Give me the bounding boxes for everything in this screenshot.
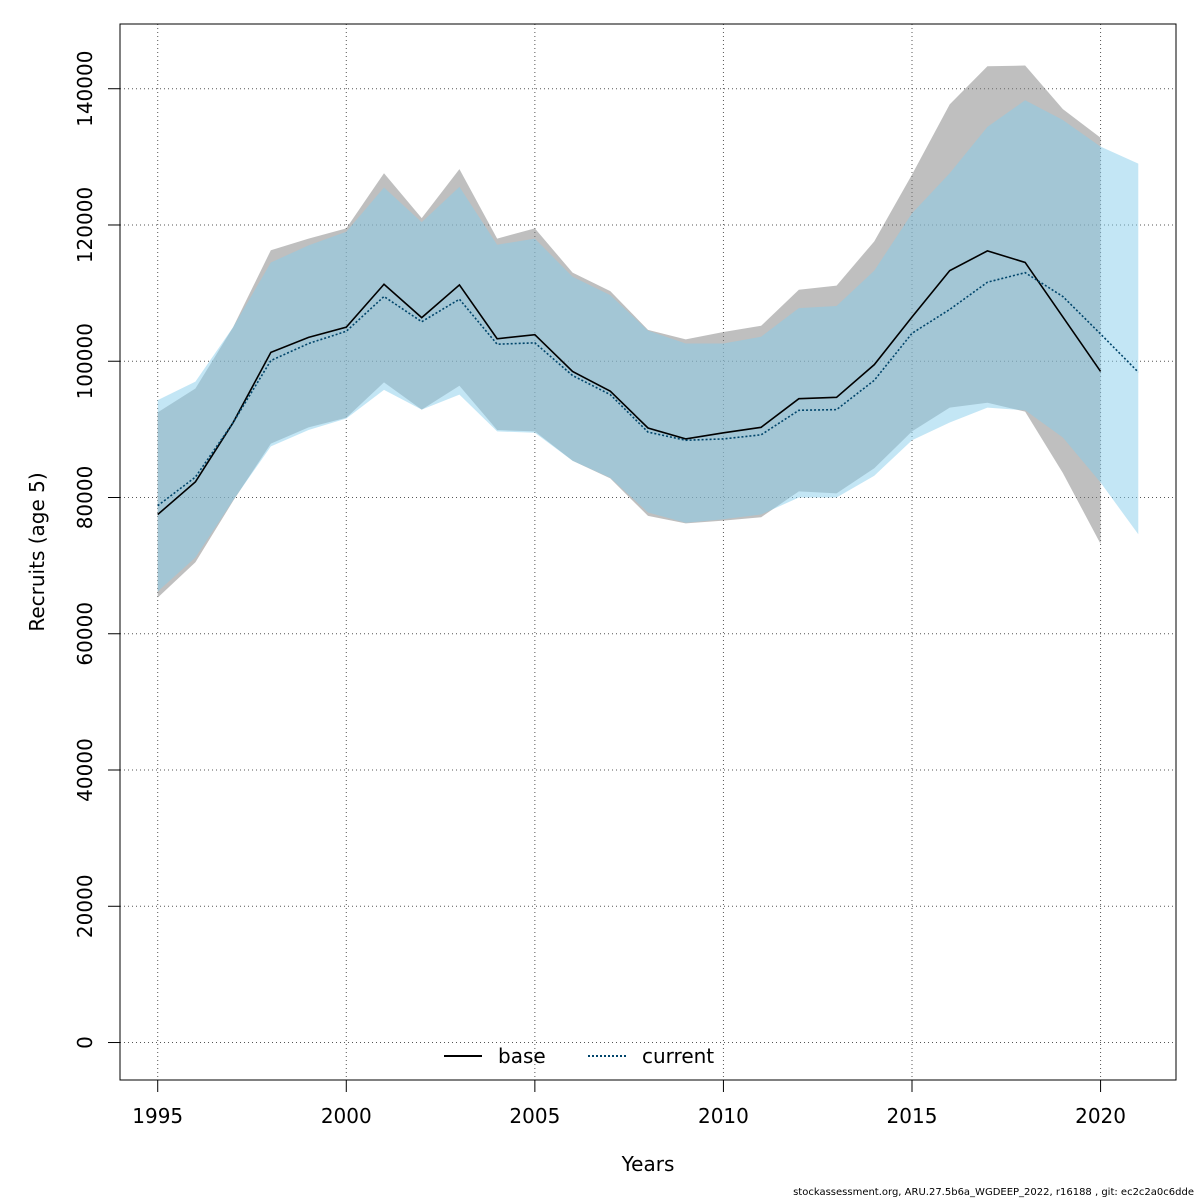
footer-credit: stockassessment.org, ARU.27.5b6a_WGDEEP_… — [793, 1187, 1194, 1198]
line-base — [157, 250, 1102, 516]
y-tick-label-140000: 140000 — [73, 51, 97, 127]
line-current — [157, 271, 1139, 507]
y-tick-label-60000: 60000 — [73, 602, 97, 666]
x-tick-label-2020: 2020 — [1075, 1104, 1126, 1128]
x-axis-title: Years — [621, 1152, 675, 1176]
y-tick-label-0: 0 — [73, 1036, 97, 1049]
y-axis-title: Recruits (age 5) — [25, 472, 49, 631]
y-tick-label-80000: 80000 — [73, 466, 97, 530]
confidence-bands — [157, 65, 1139, 598]
x-tick-label-2005: 2005 — [509, 1104, 560, 1128]
legend-label-base: base — [498, 1044, 546, 1068]
legend: base current — [444, 1044, 714, 1068]
x-tick-label-1995: 1995 — [132, 1104, 183, 1128]
y-tick-label-40000: 40000 — [73, 738, 97, 802]
x-tick-label-2015: 2015 — [887, 1104, 938, 1128]
band-current — [157, 100, 1139, 592]
x-tick-label-2010: 2010 — [698, 1104, 749, 1128]
legend-label-current: current — [642, 1044, 714, 1068]
y-tick-label-100000: 100000 — [73, 323, 97, 399]
y-tick-label-20000: 20000 — [73, 874, 97, 938]
axes: 1995 2000 2005 2010 2015 2020 0 20000 40000 60000… — [73, 51, 1126, 1128]
x-tick-label-2000: 2000 — [321, 1104, 372, 1128]
y-tick-label-120000: 120000 — [73, 187, 97, 263]
series-lines — [157, 250, 1139, 516]
